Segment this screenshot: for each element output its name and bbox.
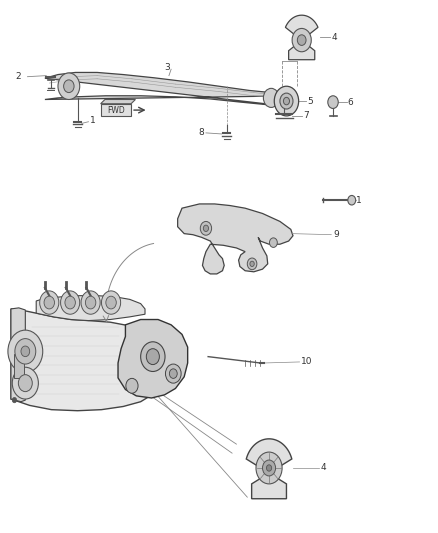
Circle shape (18, 375, 32, 392)
Circle shape (40, 291, 59, 314)
Circle shape (280, 93, 293, 109)
Circle shape (106, 296, 116, 309)
Text: 2: 2 (15, 72, 21, 81)
Text: 4: 4 (321, 464, 326, 472)
Circle shape (170, 369, 177, 378)
Circle shape (141, 342, 165, 372)
Circle shape (269, 238, 277, 247)
Circle shape (274, 86, 299, 116)
Circle shape (21, 346, 30, 357)
Circle shape (146, 349, 159, 365)
Circle shape (166, 364, 181, 383)
Circle shape (102, 291, 120, 314)
Polygon shape (246, 439, 292, 499)
Circle shape (263, 88, 279, 108)
Polygon shape (178, 204, 293, 274)
Circle shape (15, 338, 36, 364)
Text: 4: 4 (331, 33, 337, 42)
FancyBboxPatch shape (14, 354, 24, 378)
Polygon shape (101, 104, 131, 116)
Circle shape (348, 196, 356, 205)
Circle shape (64, 80, 74, 93)
Circle shape (266, 465, 272, 471)
Circle shape (328, 96, 338, 109)
Circle shape (250, 261, 254, 266)
Text: 10: 10 (301, 358, 312, 367)
Circle shape (283, 98, 290, 105)
Circle shape (12, 398, 17, 403)
Text: FWD: FWD (107, 106, 125, 115)
Text: 1: 1 (356, 196, 362, 205)
Circle shape (65, 296, 75, 309)
Circle shape (60, 291, 80, 314)
Polygon shape (118, 319, 187, 398)
Circle shape (12, 367, 39, 399)
Circle shape (58, 73, 80, 100)
Circle shape (262, 460, 276, 476)
Circle shape (297, 35, 306, 45)
Circle shape (256, 452, 282, 484)
Circle shape (44, 296, 54, 309)
Text: 3: 3 (165, 63, 170, 71)
Polygon shape (101, 100, 135, 104)
Text: 5: 5 (307, 96, 313, 106)
Text: 7: 7 (303, 111, 309, 120)
Polygon shape (11, 308, 25, 402)
Circle shape (81, 291, 100, 314)
Circle shape (126, 378, 138, 393)
Circle shape (200, 221, 212, 235)
Circle shape (247, 258, 257, 270)
Circle shape (8, 330, 43, 373)
Text: 6: 6 (347, 98, 353, 107)
Polygon shape (286, 15, 318, 60)
Circle shape (203, 225, 208, 231)
Circle shape (85, 296, 96, 309)
Text: 9: 9 (333, 230, 339, 239)
Circle shape (292, 28, 311, 52)
Polygon shape (36, 296, 145, 320)
Text: 8: 8 (198, 128, 204, 138)
Polygon shape (45, 72, 297, 108)
Text: 1: 1 (90, 116, 95, 125)
Polygon shape (11, 309, 165, 411)
